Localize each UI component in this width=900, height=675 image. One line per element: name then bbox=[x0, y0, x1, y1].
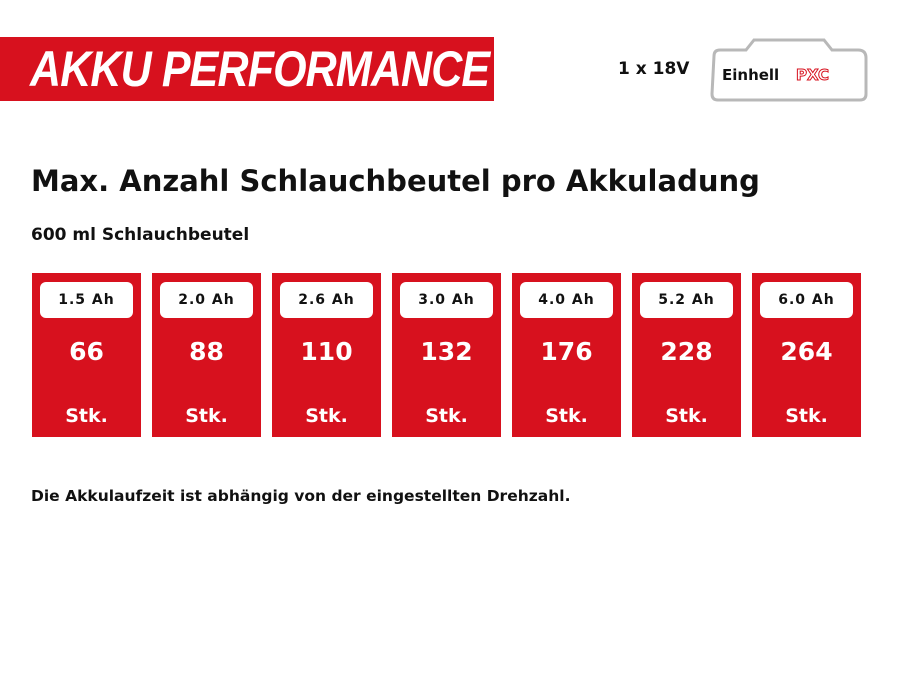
title: Max. Anzahl Schlauchbeutel pro Akkuladun… bbox=[31, 164, 760, 198]
unit: Stk. bbox=[545, 405, 588, 427]
unit: Stk. bbox=[185, 405, 228, 427]
banner: AKKU PERFORMANCE bbox=[0, 37, 494, 101]
logo-outline bbox=[710, 38, 868, 102]
capacity-label: 6.0 Ah bbox=[760, 282, 853, 318]
logo-system: PXC bbox=[796, 66, 829, 84]
card: 4.0 Ah 176 Stk. bbox=[512, 273, 621, 437]
card: 2.6 Ah 110 Stk. bbox=[272, 273, 381, 437]
voltage: 1 x 18V bbox=[618, 59, 690, 79]
card: 6.0 Ah 264 Stk. bbox=[752, 273, 861, 437]
subtitle: 600 ml Schlauchbeutel bbox=[31, 225, 250, 245]
count: 110 bbox=[300, 337, 353, 366]
count: 264 bbox=[780, 337, 833, 366]
unit: Stk. bbox=[425, 405, 468, 427]
capacity-label: 3.0 Ah bbox=[400, 282, 493, 318]
capacity-label: 5.2 Ah bbox=[640, 282, 733, 318]
count: 88 bbox=[189, 337, 224, 366]
count: 228 bbox=[660, 337, 713, 366]
footnote: Die Akkulaufzeit ist abhängig von der ei… bbox=[31, 487, 571, 505]
count: 66 bbox=[69, 337, 104, 366]
capacity-label: 2.0 Ah bbox=[160, 282, 253, 318]
banner-text: AKKU PERFORMANCE bbox=[30, 41, 490, 97]
count: 176 bbox=[540, 337, 593, 366]
unit: Stk. bbox=[785, 405, 828, 427]
logo-brand: Einhell bbox=[722, 66, 779, 84]
unit: Stk. bbox=[665, 405, 708, 427]
card: 3.0 Ah 132 Stk. bbox=[392, 273, 501, 437]
logo: Einhell PXC bbox=[710, 38, 868, 102]
unit: Stk. bbox=[65, 405, 108, 427]
capacity-label: 1.5 Ah bbox=[40, 282, 133, 318]
count: 132 bbox=[420, 337, 473, 366]
card: 2.0 Ah 88 Stk. bbox=[152, 273, 261, 437]
card: 1.5 Ah 66 Stk. bbox=[32, 273, 141, 437]
unit: Stk. bbox=[305, 405, 348, 427]
capacity-label: 4.0 Ah bbox=[520, 282, 613, 318]
card: 5.2 Ah 228 Stk. bbox=[632, 273, 741, 437]
capacity-label: 2.6 Ah bbox=[280, 282, 373, 318]
